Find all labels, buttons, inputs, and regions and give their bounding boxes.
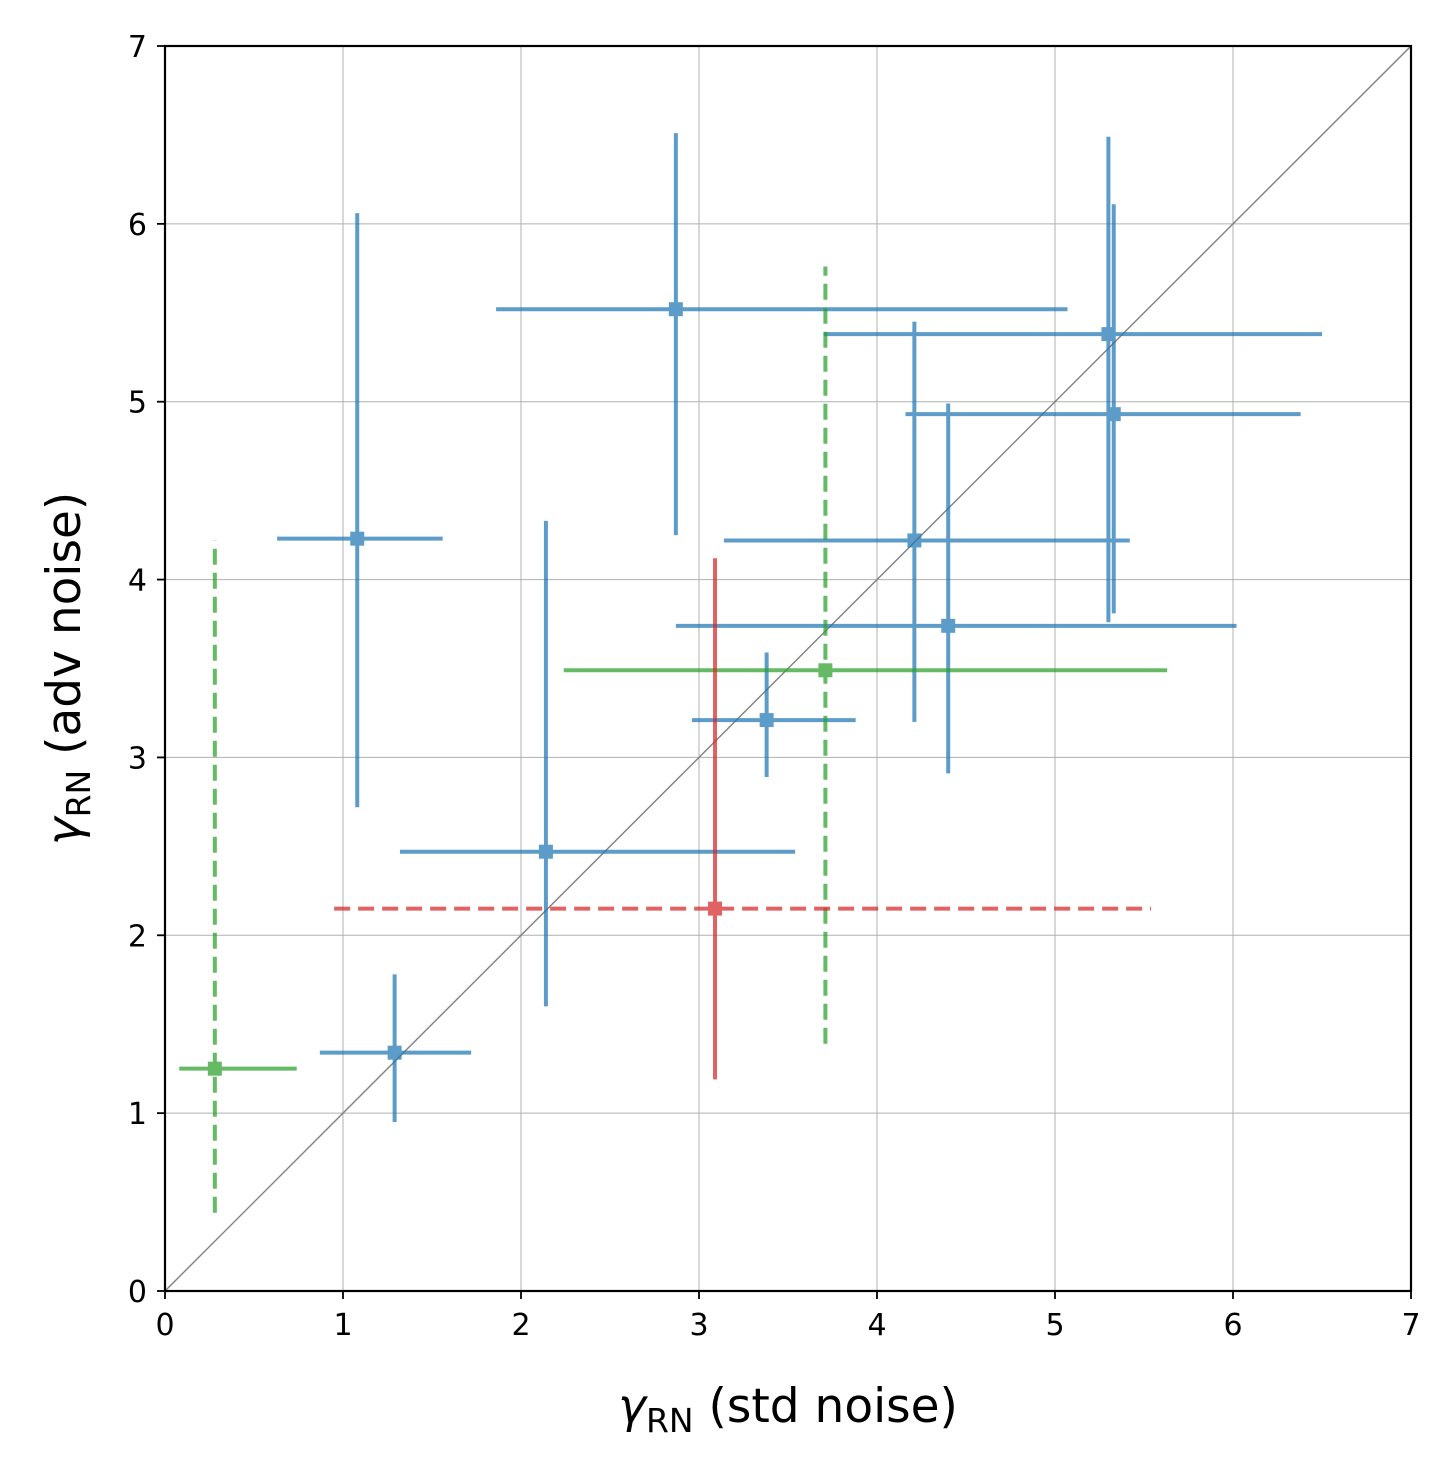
y-tick-label: 2 — [128, 919, 147, 954]
data-point — [759, 713, 774, 728]
x-axis-ticks: 0 1 2 3 4 5 6 7 — [155, 1291, 1421, 1343]
x-tick-label: 2 — [511, 1308, 530, 1343]
data-point — [207, 1061, 222, 1076]
x-tick-label: 3 — [689, 1308, 708, 1343]
data-point — [941, 618, 956, 633]
x-tick-label: 1 — [333, 1308, 352, 1343]
x-tick-label: 7 — [1401, 1308, 1420, 1343]
series-1 — [179, 266, 1168, 1213]
y-tick-label: 7 — [128, 30, 147, 65]
data-point — [668, 302, 683, 317]
data-point — [387, 1045, 402, 1060]
series-0 — [277, 133, 1322, 1123]
y-tick-label: 6 — [128, 208, 147, 243]
data-point — [818, 663, 833, 678]
y-axis-ticks: 0 1 2 3 4 5 6 7 — [128, 30, 165, 1310]
plot-frame — [163, 44, 1413, 1293]
x-tick-label: 6 — [1223, 1308, 1242, 1343]
y-axis-label: γRN (adv noise) — [37, 492, 98, 845]
data-point — [907, 533, 922, 548]
y-tick-label: 0 — [128, 1275, 147, 1310]
data-point — [708, 901, 723, 916]
x-tick-label: 4 — [867, 1308, 886, 1343]
y-tick-label: 3 — [128, 741, 147, 776]
y-tick-label: 1 — [128, 1097, 147, 1132]
data-point — [1106, 407, 1121, 422]
x-tick-label: 5 — [1045, 1308, 1064, 1343]
y-tick-label: 4 — [128, 564, 147, 599]
plot-series — [179, 133, 1322, 1213]
x-axis-label: γRN (std noise) — [618, 1379, 958, 1440]
y-tick-label: 5 — [128, 386, 147, 421]
series-2 — [334, 558, 1152, 1080]
x-tick-label: 0 — [155, 1308, 174, 1343]
data-point — [538, 844, 553, 859]
data-point — [350, 531, 365, 546]
